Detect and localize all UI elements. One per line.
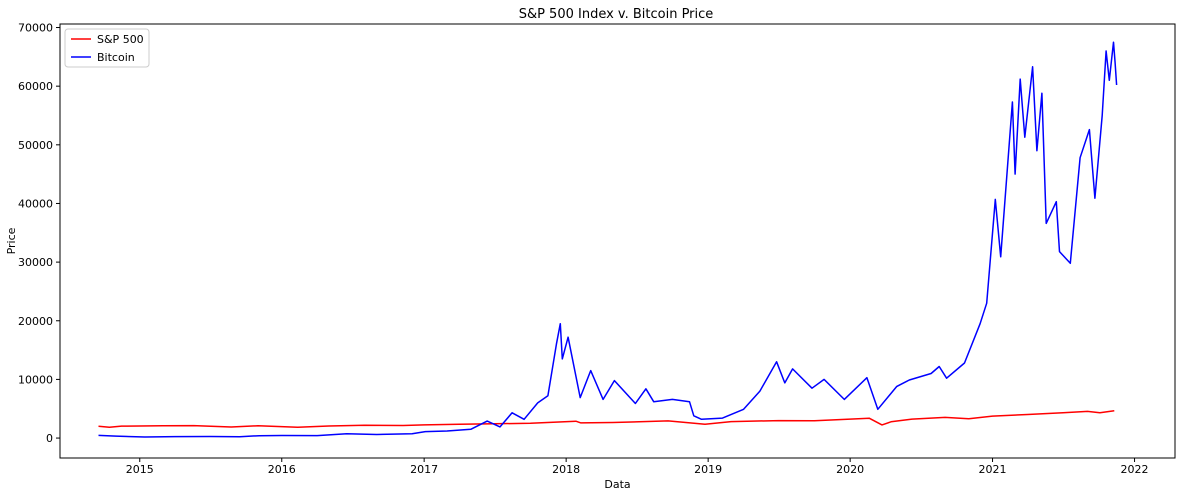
y-tick-label: 70000 (18, 22, 53, 35)
plot-frame (59, 23, 1176, 459)
y-tick-label: 20000 (18, 315, 53, 328)
x-tick-label: 2018 (552, 463, 580, 476)
y-axis-label: Price (5, 227, 18, 254)
y-axis: 0 10000 20000 30000 40000 50000 60000 70000 (18, 22, 60, 445)
y-tick-label: 50000 (18, 139, 53, 152)
y-tick-label: 40000 (18, 197, 53, 210)
x-tick-label: 2022 (1121, 463, 1149, 476)
x-axis: 2015 2016 2017 2018 2019 2020 2021 2022 (126, 458, 1149, 476)
y-tick-label: 0 (46, 432, 53, 445)
x-tick-label: 2021 (979, 463, 1007, 476)
series-line-bitcoin (98, 41, 1118, 438)
y-tick-label: 10000 (18, 373, 53, 386)
x-tick-label: 2016 (268, 463, 296, 476)
y-tick-label: 60000 (18, 80, 53, 93)
legend-label: S&P 500 (97, 33, 144, 46)
x-tick-label: 2019 (694, 463, 722, 476)
legend-label: Bitcoin (97, 51, 135, 64)
x-tick-label: 2017 (410, 463, 438, 476)
series-layer (98, 41, 1118, 438)
series-line-sp500 (98, 410, 1115, 429)
plot-area (59, 23, 1176, 459)
y-tick-label: 30000 (18, 256, 53, 269)
x-axis-label: Data (604, 478, 630, 491)
legend: S&P 500 Bitcoin (64, 28, 150, 68)
x-tick-label: 2015 (126, 463, 154, 476)
chart-title: S&P 500 Index v. Bitcoin Price (519, 7, 714, 22)
x-tick-label: 2020 (836, 463, 864, 476)
